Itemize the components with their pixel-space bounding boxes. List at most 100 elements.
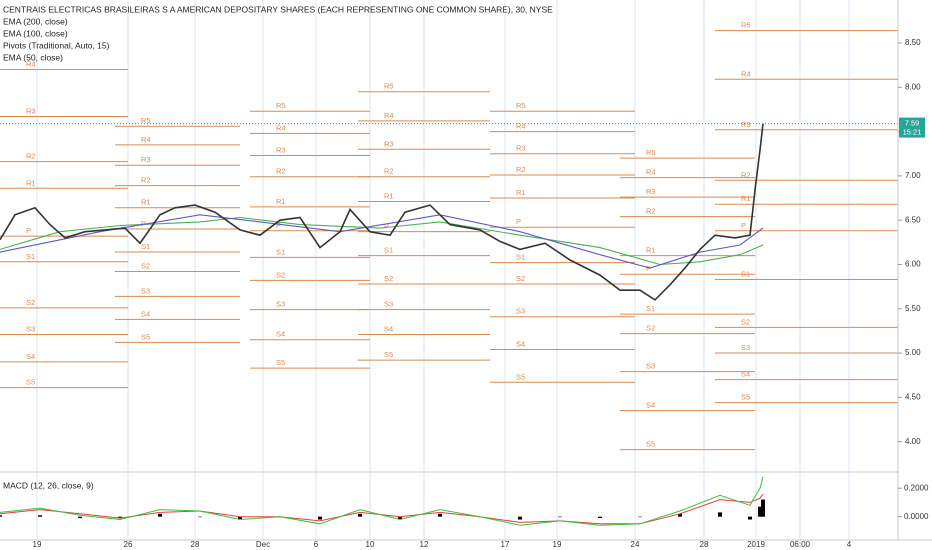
histogram-bar	[38, 515, 42, 517]
pivot-label: S4	[384, 324, 393, 333]
pivot-label: R2	[276, 167, 286, 176]
pivot-label: S2	[384, 274, 393, 283]
pivot-label: R2	[646, 207, 656, 216]
pivot-label: R3	[276, 145, 286, 154]
pivot-label: S3	[276, 300, 285, 309]
x-tick-label: 12	[420, 540, 429, 549]
last-price-label: 7.59	[905, 119, 920, 128]
pivot-label: R2	[516, 165, 526, 174]
y-tick-label: 5.00	[905, 348, 921, 357]
x-tick-label: 10	[366, 540, 375, 549]
pivot-label: P	[141, 219, 146, 228]
pivot-label: S5	[276, 358, 285, 367]
x-tick-label: 24	[631, 540, 640, 549]
y-tick-label: 8.50	[905, 38, 921, 47]
pivot-label: S2	[141, 262, 150, 271]
legend-entry: EMA (50, close)	[3, 52, 63, 62]
pivot-label: R4	[384, 111, 394, 120]
pivot-label: R3	[516, 144, 526, 153]
y-tick-label: 6.50	[905, 215, 921, 224]
histogram-bar	[238, 516, 242, 520]
pivot-label: S1	[276, 247, 285, 256]
histogram-bar	[198, 516, 202, 518]
y-tick-label: 5.50	[905, 304, 921, 313]
pivot-label: S3	[516, 307, 525, 316]
x-tick-label: 4	[847, 540, 852, 549]
y-tick-label: 7.00	[905, 171, 921, 180]
countdown: 15:21	[903, 128, 922, 137]
pivot-label: S4	[141, 309, 150, 318]
pivot-label: R4	[646, 168, 656, 177]
pivot-label: S1	[741, 270, 750, 279]
pivot-label: R3	[141, 155, 151, 164]
x-tick-label: 6	[314, 540, 319, 549]
pivot-label: S5	[26, 378, 35, 387]
x-tick-label: 28	[191, 540, 200, 549]
series-line	[0, 123, 764, 301]
pivot-label: P	[741, 221, 746, 230]
pivot-label: R5	[646, 148, 656, 157]
last-price-tag	[899, 117, 925, 138]
pivot-label: S4	[646, 401, 655, 410]
y-tick-label: 8.00	[905, 82, 921, 91]
histogram-bar	[598, 516, 602, 519]
histogram-bar	[398, 516, 402, 520]
pivot-label: S3	[141, 286, 150, 295]
histogram-bar	[438, 513, 442, 517]
pivot-label: R2	[141, 176, 151, 185]
pivot-label: R5	[741, 21, 751, 30]
pivot-label: S1	[26, 252, 35, 261]
x-tick-label: 06:00	[790, 540, 811, 549]
legend-entry: EMA (100, close)	[3, 28, 68, 38]
y2-tick-label: 0.0000	[904, 512, 929, 521]
pivot-label: R2	[741, 170, 751, 179]
pivot-label: R1	[741, 194, 751, 203]
pivot-label: S3	[26, 324, 35, 333]
x-tick-label: 17	[501, 540, 510, 549]
pivot-label: S1	[646, 304, 655, 313]
histogram-bar	[118, 516, 122, 519]
pivot-label: P	[276, 221, 281, 230]
histogram-bar	[518, 516, 522, 520]
x-tick-label: 26	[124, 540, 133, 549]
pivot-label: S1	[141, 242, 150, 251]
pivot-label: S4	[26, 352, 35, 361]
pivot-label: R1	[516, 188, 526, 197]
y-tick-label: 4.00	[905, 437, 921, 446]
histogram-bar	[158, 513, 162, 517]
pivot-label: R4	[276, 123, 286, 132]
chart-title: CENTRAIS ELECTRICAS BRASILEIRAS S A AMER…	[3, 4, 553, 14]
pivot-label: S2	[516, 274, 525, 283]
pivot-label: R1	[384, 192, 394, 201]
histogram-bar	[318, 516, 322, 520]
pivot-label: R4	[26, 60, 36, 69]
pivot-label: R4	[141, 135, 151, 144]
pivot-label: R4	[741, 69, 751, 78]
x-tick-label: 19	[33, 540, 42, 549]
histogram-bar	[748, 516, 752, 520]
pivot-label: R1	[141, 198, 151, 207]
pivot-label: R2	[26, 152, 36, 161]
histogram-bar	[78, 516, 82, 519]
y-tick-label: 6.00	[905, 260, 921, 269]
pivot-label: R3	[741, 120, 751, 129]
pivot-label: S3	[384, 300, 393, 309]
pivot-label: S5	[141, 332, 150, 341]
pivot-label: R1	[646, 246, 656, 255]
histogram-bar	[758, 506, 762, 517]
x-tick-label: 2019	[747, 540, 765, 549]
pivot-label: S2	[276, 270, 285, 279]
legend-entry: Pivots (Traditional, Auto, 15)	[3, 40, 110, 50]
pivot-label: R5	[516, 101, 526, 110]
pivot-label: S1	[516, 253, 525, 262]
pivot-label: S5	[741, 393, 750, 402]
plot-area: R4 R3 R2 R1 P S1 S2 S3 S4 S5 R5 R4 R3 R2 R1 P S1 S2 S3 S4 S5…	[0, 0, 898, 540]
pivot-label: S5	[646, 440, 655, 449]
pivot-label: R3	[26, 106, 36, 115]
pivot-label: S1	[384, 246, 393, 255]
pivot-label: R1	[26, 178, 36, 187]
histogram-bar	[761, 499, 765, 517]
pivot-label: R5	[384, 82, 394, 91]
pivot-label: S5	[516, 372, 525, 381]
